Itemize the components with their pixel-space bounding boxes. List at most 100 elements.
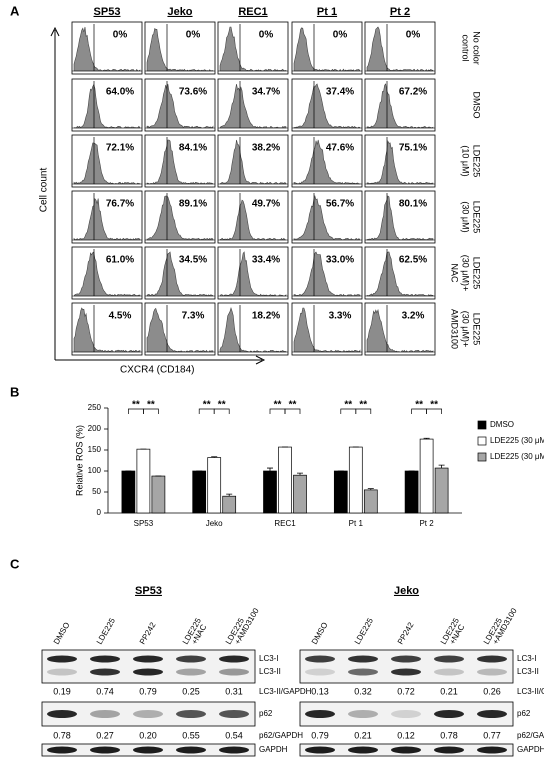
band [133, 655, 163, 663]
panel-label: C [10, 556, 20, 571]
row-label: LDE225 [472, 145, 482, 178]
column-header: Jeko [167, 6, 192, 18]
bar [363, 489, 378, 514]
ratio-value: 0.25 [182, 686, 200, 696]
histogram [219, 83, 287, 129]
histogram [219, 199, 287, 241]
band-label: LC3-II [259, 667, 281, 676]
band [176, 668, 206, 676]
band [477, 655, 507, 663]
x-tick-label: Pt 1 [349, 519, 364, 528]
percentage: 0% [333, 30, 348, 41]
percentage: 73.6% [179, 87, 207, 98]
percentage: 7.3% [182, 311, 205, 322]
band-label: GAPDH [517, 745, 544, 754]
significance-bracket [355, 408, 372, 414]
panel-label: B [10, 384, 19, 399]
band [434, 710, 464, 718]
band [47, 668, 77, 676]
x-tick-label: SP53 [134, 519, 154, 528]
row-label: LDE225 [472, 313, 482, 346]
lane-label: PP242 [138, 620, 158, 646]
percentage: 0% [259, 30, 274, 41]
band [477, 710, 507, 718]
row-label: AMD3100 [450, 309, 460, 349]
lane-label: PP242 [396, 620, 416, 646]
band [477, 668, 507, 676]
bar [434, 467, 449, 514]
band-label: LC3-II [517, 667, 539, 676]
band [90, 655, 120, 663]
band [90, 710, 120, 718]
blot-frame [299, 649, 514, 684]
bar [348, 446, 363, 514]
row-label: DMSO [472, 92, 482, 119]
histogram [73, 251, 141, 297]
band-label: GAPDH [259, 745, 288, 754]
band [348, 655, 378, 663]
significance-mark: ** [359, 400, 367, 411]
ratio-value: 0.21 [440, 686, 458, 696]
histogram-frame [71, 78, 143, 132]
percentage: 0% [186, 30, 201, 41]
row-label: control [461, 34, 471, 61]
lane-label: LDE225 [95, 616, 118, 646]
band [434, 655, 464, 663]
percentage: 33.4% [252, 255, 280, 266]
bar [222, 495, 237, 514]
error-bar [226, 493, 233, 497]
percentage: 89.1% [179, 199, 207, 210]
bar [419, 438, 434, 514]
percentage: 38.2% [252, 143, 280, 154]
x-tick-label: Pt 2 [419, 519, 434, 528]
percentage: 3.2% [402, 311, 425, 322]
significance-bracket [284, 408, 301, 414]
blot-title: Jeko [394, 585, 419, 597]
error-bar [297, 472, 303, 476]
histogram-frame [217, 246, 289, 300]
percentage: 72.1% [106, 143, 134, 154]
band [434, 746, 464, 754]
band [133, 746, 163, 754]
ratio-value: 0.54 [225, 730, 243, 740]
band [219, 746, 249, 754]
column-header: SP53 [94, 6, 121, 18]
histogram [146, 27, 214, 72]
percentage: 0% [406, 30, 421, 41]
ratio-value: 0.32 [354, 686, 372, 696]
ratio-value: 0.21 [354, 730, 372, 740]
histogram [366, 140, 434, 185]
band [305, 746, 335, 754]
band [305, 668, 335, 676]
percentage: 61.0% [106, 255, 134, 266]
histogram [146, 251, 214, 297]
band-label: LC3-I [517, 654, 537, 663]
band [47, 710, 77, 718]
arrow-head [50, 26, 266, 365]
histogram [293, 139, 361, 185]
ratio-value: 0.13 [311, 686, 329, 696]
row-label: (30 μM)+ [461, 311, 471, 347]
ratio-value: 0.78 [440, 730, 458, 740]
band [176, 710, 206, 718]
ratio-value: 0.72 [397, 686, 415, 696]
ratio-label: p62/GAPDH [517, 731, 544, 740]
histogram [73, 307, 141, 353]
blot-title: SP53 [135, 585, 162, 597]
significance-bracket [213, 408, 230, 414]
band [391, 655, 421, 663]
ratio-label: LC3-II/GAPDH [517, 687, 544, 696]
histogram [146, 195, 214, 241]
row-label: No color [472, 31, 482, 65]
band-label: p62 [259, 709, 273, 718]
error-bar [423, 437, 430, 440]
histogram [73, 142, 141, 185]
y-tick-label: 50 [92, 487, 101, 496]
histogram-frame [364, 134, 436, 188]
legend-label: DMSO [490, 420, 514, 429]
significance-mark: ** [203, 400, 211, 411]
band [219, 710, 249, 718]
legend-label: LDE225 (30 μM)+NAC [490, 452, 544, 461]
histogram [366, 83, 434, 129]
row-label: (10 μM) [461, 145, 471, 176]
